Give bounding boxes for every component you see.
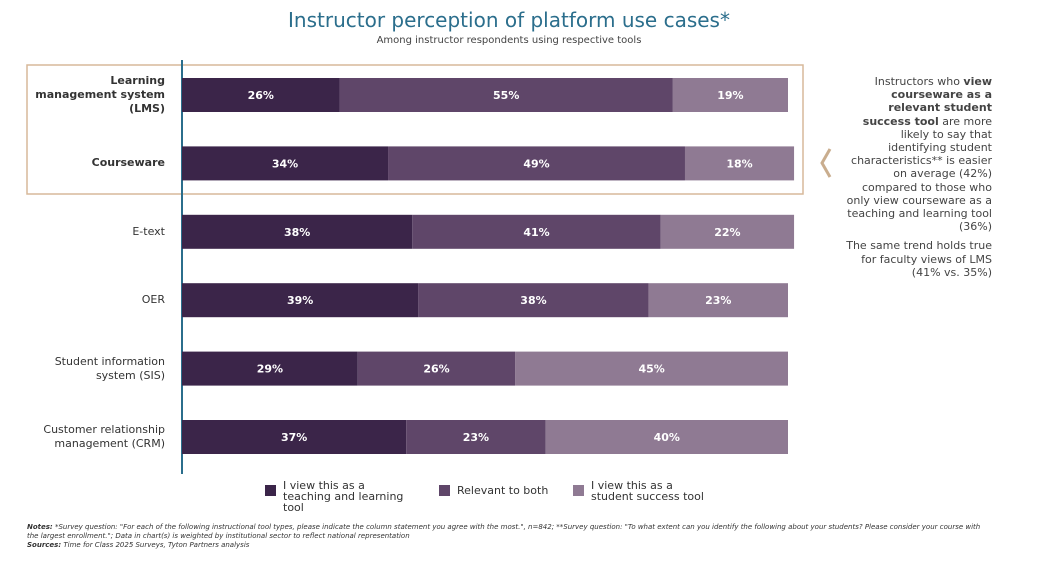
bar-segment [182, 146, 389, 181]
category-label: Customer relationship management (CRM) [43, 423, 165, 450]
legend-label: I view this as a student success tool [591, 479, 704, 503]
annotation-text: view courseware as a relevant student su… [862, 75, 992, 128]
sources-text: Time for Class 2025 Surveys, Tyton Partn… [63, 541, 250, 549]
notes: Notes: *Survey question: "For each of th… [27, 523, 987, 550]
bar-segment [182, 214, 413, 249]
bar-segment [545, 420, 788, 454]
bar-segment [339, 78, 673, 112]
value-label: 18% [726, 157, 752, 170]
bar-segment [412, 214, 661, 249]
bar-segment [182, 283, 419, 318]
legend-swatch [573, 485, 584, 496]
value-label: 41% [523, 226, 549, 239]
bar-segment [660, 214, 795, 249]
bar-segment [672, 78, 788, 112]
value-label: 37% [281, 431, 307, 444]
notes-line: Notes: *Survey question: "For each of th… [27, 523, 987, 541]
bar-segment [388, 146, 685, 181]
value-label: 40% [654, 431, 680, 444]
category-label: Learning management system (LMS) [35, 74, 165, 115]
bar-segment [648, 283, 788, 318]
value-label: 38% [284, 226, 310, 239]
value-label: 26% [248, 89, 274, 102]
bar-segment [406, 420, 546, 454]
value-label: 19% [717, 89, 743, 102]
value-label: 34% [272, 157, 298, 170]
value-label: 26% [423, 363, 449, 376]
value-label: 39% [287, 294, 313, 307]
bar-segment [182, 351, 358, 386]
annotation-paragraph: Instructors who view courseware as a rel… [845, 75, 992, 233]
value-label: 22% [714, 226, 740, 239]
sources-line: Sources: Time for Class 2025 Surveys, Ty… [27, 541, 987, 550]
value-label: 45% [638, 363, 664, 376]
notes-text: *Survey question: "For each of the follo… [27, 523, 981, 540]
annotation-text: are more likely to say that identifying … [846, 114, 992, 234]
value-label: 23% [463, 431, 489, 444]
chevron [820, 148, 832, 178]
bar-segment [418, 283, 649, 318]
annotation: Instructors who view courseware as a rel… [845, 75, 992, 285]
legend-label: Relevant to both [457, 484, 549, 497]
legend-label: I view this as a teaching and learning t… [283, 479, 404, 514]
bar-segment [182, 78, 340, 112]
bar-segment [182, 420, 407, 454]
bar-segment [515, 351, 788, 386]
bar-segment [684, 146, 795, 181]
category-label: OER [141, 293, 165, 307]
annotation-text: The same trend holds true for faculty vi… [846, 239, 992, 279]
notes-label: Notes: [27, 523, 53, 531]
bar-segment [357, 351, 516, 386]
category-label: Courseware [91, 156, 165, 170]
annotation-paragraph: The same trend holds true for faculty vi… [845, 239, 992, 279]
legend-swatch [265, 485, 276, 496]
legend-swatch [439, 485, 450, 496]
value-label: 55% [493, 89, 519, 102]
chart-title: Instructor perception of platform use ca… [288, 8, 730, 32]
category-label: E-text [132, 224, 165, 238]
value-label: 29% [257, 363, 283, 376]
highlight-box [26, 64, 804, 195]
category-label: Student information system (SIS) [54, 354, 165, 382]
annotation-text: Instructors who [874, 75, 964, 88]
sources-label: Sources: [27, 541, 62, 549]
chart-subtitle: Among instructor respondents using respe… [376, 35, 642, 46]
value-label: 38% [520, 294, 546, 307]
value-label: 23% [705, 294, 731, 307]
value-label: 49% [523, 157, 549, 170]
